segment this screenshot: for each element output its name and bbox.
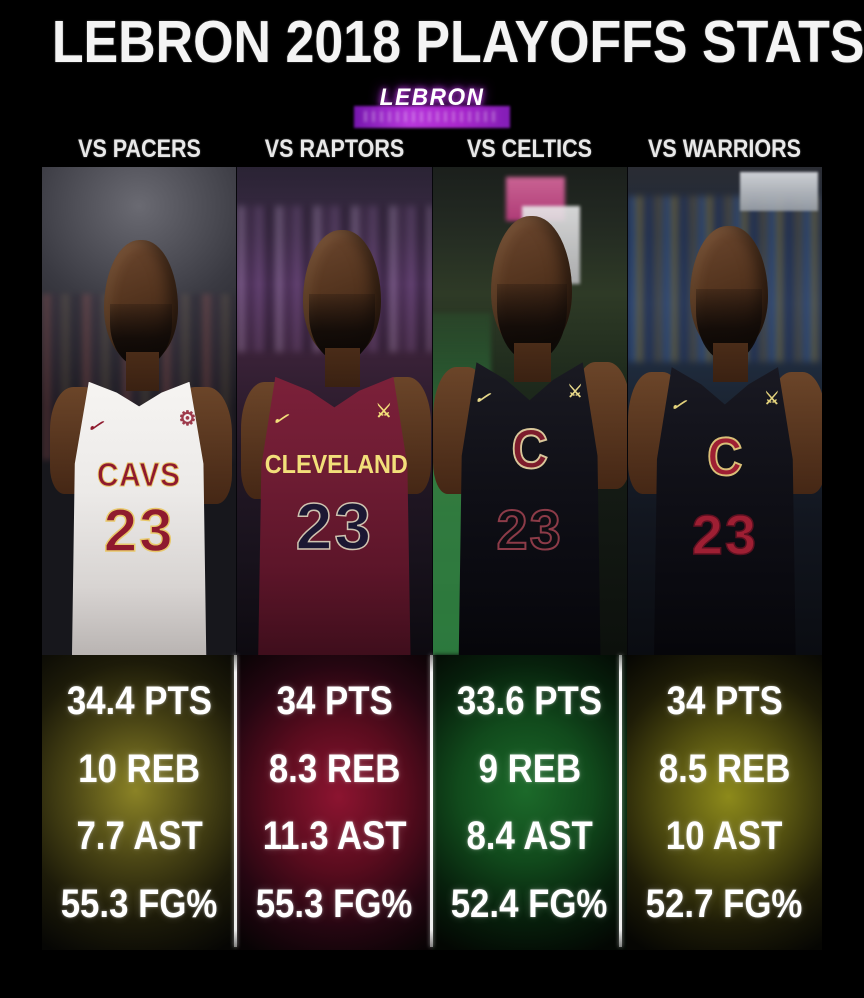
column-divider-2 <box>430 655 433 947</box>
nike-swoosh-icon: ✓ <box>667 396 688 414</box>
column-header-pacers: VS PACERS <box>78 135 201 163</box>
stats-grid: 34.4 PTS 10 REB 7.7 AST 55.3 FG% 34 PTS … <box>42 655 822 950</box>
stats-column-pacers: 34.4 PTS 10 REB 7.7 AST 55.3 FG% <box>42 655 237 950</box>
stat-reb: 10 REB <box>78 746 201 791</box>
watermark-logo: LEBRON <box>332 84 532 130</box>
player-figure-pacers: ✓ ⚙ CAVS 23 <box>42 167 236 655</box>
player-jersey: ✓ ⚔ CLEVELAND 23 <box>258 376 411 655</box>
column-header-celtics: VS CELTICS <box>466 135 593 163</box>
column-divider-3 <box>619 655 622 947</box>
player-figure-raptors: ✓ ⚔ CLEVELAND 23 <box>237 167 432 655</box>
column-header-raptors: VS RAPTORS <box>264 135 405 163</box>
jersey-wordmark: C <box>511 416 549 480</box>
cavaliers-sword-icon: ⚔ <box>567 381 583 401</box>
column-header-row: VS PACERS VS RAPTORS VS CELTICS VS WARRI… <box>42 135 822 165</box>
page-title: LEBRON 2018 PLAYOFFS STATS <box>51 9 864 75</box>
jersey-wordmark: CAVS <box>97 455 182 493</box>
player-figure-warriors: ✓ ⚔ C 23 <box>627 167 822 655</box>
cavaliers-logo-icon: ⚙ <box>178 408 197 431</box>
stat-reb: 8.5 REB <box>658 746 791 791</box>
player-neck <box>713 342 749 382</box>
stat-fgpct: 55.3 FG% <box>61 881 218 926</box>
stat-ast: 8.4 AST <box>466 814 593 859</box>
stat-fgpct: 55.3 FG% <box>256 881 413 926</box>
nike-swoosh-icon: ✓ <box>269 411 290 429</box>
stats-column-raptors: 34 PTS 8.3 REB 11.3 AST 55.3 FG% <box>237 655 432 950</box>
player-jersey: ✓ ⚔ C 23 <box>653 367 796 655</box>
watermark-subtext-blur <box>364 111 500 122</box>
bottom-letterbox <box>0 950 864 998</box>
jersey-number: 23 <box>103 497 175 566</box>
player-neck <box>324 347 360 387</box>
photo-strip: ✓ ⚙ CAVS 23 ✓ ⚔ CLEVELAND <box>42 167 822 655</box>
stat-reb: 9 REB <box>478 746 581 791</box>
photo-panel-celtics: ✓ ⚔ C 23 <box>431 167 627 655</box>
stat-pts: 34.4 PTS <box>66 679 213 724</box>
cavaliers-sword-icon: ⚔ <box>375 400 392 421</box>
stat-ast: 7.7 AST <box>76 814 203 859</box>
scoreboard-panel <box>740 171 819 211</box>
player-neck <box>125 352 159 392</box>
nike-swoosh-icon: ✓ <box>84 418 105 436</box>
stat-pts: 33.6 PTS <box>456 679 603 724</box>
stat-reb: 8.3 REB <box>268 746 401 791</box>
player-jersey: ✓ ⚔ C 23 <box>458 362 601 655</box>
player-neck <box>514 342 551 382</box>
player-figure-celtics: ✓ ⚔ C 23 <box>432 167 627 655</box>
jersey-wordmark: C <box>706 427 743 488</box>
stat-pts: 34 PTS <box>276 679 393 724</box>
cavaliers-sword-icon: ⚔ <box>764 389 780 409</box>
jersey-number: 23 <box>295 488 374 564</box>
jersey-wordmark: CLEVELAND <box>264 449 408 480</box>
stat-fgpct: 52.4 FG% <box>451 881 608 926</box>
stat-ast: 10 AST <box>666 814 783 859</box>
column-divider-1 <box>234 655 237 947</box>
stat-ast: 11.3 AST <box>262 814 407 859</box>
watermark-glow-bar <box>354 106 510 128</box>
column-header-warriors: VS WARRIORS <box>648 135 801 163</box>
stats-column-celtics: 33.6 PTS 9 REB 8.4 AST 52.4 FG% <box>432 655 627 950</box>
jersey-number: 23 <box>691 503 758 568</box>
player-jersey: ✓ ⚙ CAVS 23 <box>71 381 207 655</box>
stats-column-warriors: 34 PTS 8.5 REB 10 AST 52.7 FG% <box>627 655 822 950</box>
watermark-label: LEBRON <box>379 84 485 111</box>
jersey-number: 23 <box>495 497 563 562</box>
stat-fgpct: 52.7 FG% <box>646 881 803 926</box>
nike-swoosh-icon: ✓ <box>472 389 493 407</box>
stat-pts: 34 PTS <box>666 679 783 724</box>
photo-panel-pacers: ✓ ⚙ CAVS 23 <box>42 167 237 655</box>
photo-panel-raptors: ✓ ⚔ CLEVELAND 23 <box>236 167 432 655</box>
photo-panel-warriors: ✓ ⚔ C 23 <box>626 167 822 655</box>
